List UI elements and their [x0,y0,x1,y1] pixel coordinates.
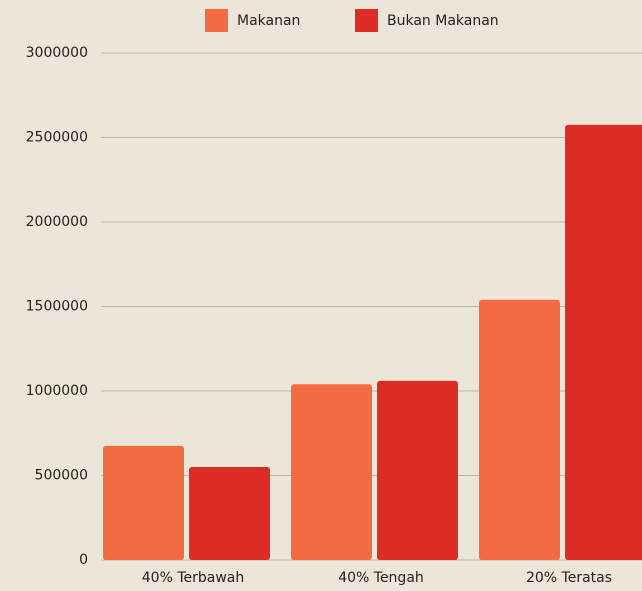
legend-label: Bukan Makanan [387,13,499,29]
legend-label: Makanan [237,13,300,29]
bar [377,380,458,560]
legend-swatch [205,9,228,32]
bar [103,445,184,560]
bar [189,467,270,560]
y-tick-label: 1000000 [26,383,88,399]
y-tick-label: 2500000 [26,130,88,146]
x-tick-label: 20% Teratas [526,570,612,586]
legend-swatch [355,9,378,32]
y-tick-label: 3000000 [26,45,88,61]
bar [565,124,642,560]
y-tick-label: 0 [79,552,88,568]
x-tick-label: 40% Terbawah [142,570,244,586]
y-tick-label: 1500000 [26,299,88,315]
bar [479,299,560,560]
y-tick-label: 500000 [35,468,88,484]
bar [291,384,372,560]
x-tick-label: 40% Tengah [338,570,424,586]
y-tick-label: 2000000 [26,214,88,230]
